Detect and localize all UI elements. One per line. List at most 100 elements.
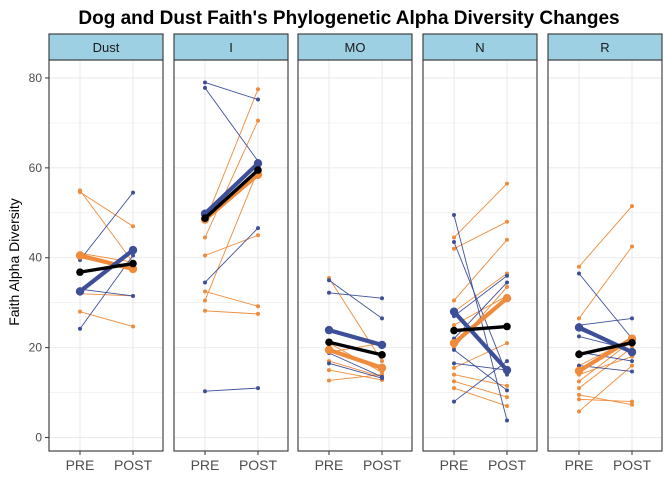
blue-mean-line (202, 161, 261, 216)
x-tick-label: PRE (315, 457, 344, 473)
blue-mean-line (451, 309, 510, 373)
blue-sample-point-pre (203, 280, 207, 285)
chart-title: Dog and Dust Faith's Phylogenetic Alpha … (78, 8, 619, 29)
orange-mean-line (77, 253, 136, 272)
orange-sample-point-post (131, 324, 135, 329)
x-tick-label: PRE (191, 457, 220, 473)
overall-mean-line (452, 324, 509, 333)
orange-sample-line (79, 311, 134, 327)
y-axis-ticks: 0 20 40 60 80 (29, 71, 49, 445)
blue-sample-point-pre (452, 347, 456, 352)
blue-sample-line (328, 352, 383, 378)
orange-sample-line (79, 191, 134, 227)
blue-sample-point-post (380, 296, 384, 301)
blue-sample-line (453, 362, 508, 371)
overall-mean-line (78, 261, 135, 274)
orange-mean-point-pre (75, 251, 85, 260)
facet-panel-n: N PRE POST (422, 33, 538, 473)
blue-sample-point-post (131, 293, 135, 298)
blue-sample-point-post (131, 190, 135, 195)
orange-sample-point-post (630, 402, 634, 407)
y-tick-label: 80 (29, 71, 43, 85)
blue-sample-point-post (256, 226, 260, 231)
blue-sample-point-post (256, 386, 260, 391)
orange-sample-point-pre (327, 368, 331, 373)
blue-sample-point-pre (78, 326, 82, 331)
x-tick-label: PRE (66, 457, 95, 473)
orange-sample-point-post (256, 87, 260, 92)
overall-mean-point-post (254, 166, 262, 174)
blue-mean-point-post (502, 365, 512, 375)
orange-sample-point-post (256, 233, 260, 238)
orange-sample-line (578, 394, 633, 406)
blue-sample-point-pre (452, 213, 456, 218)
orange-sample-point-post (380, 359, 384, 364)
facet-strip-label: Dust (93, 40, 120, 55)
y-tick-label: 0 (35, 431, 42, 445)
facet-strip (173, 33, 289, 61)
orange-sample-point-pre (203, 253, 207, 258)
blue-sample-line (453, 214, 508, 421)
blue-sample-point-pre (327, 290, 331, 295)
orange-sample-point-post (505, 395, 509, 400)
orange-sample-point-post (256, 311, 260, 316)
blue-sample-line (204, 82, 259, 100)
y-tick-label: 40 (29, 251, 43, 265)
orange-sample-point-post (505, 404, 509, 409)
orange-sample-line (79, 293, 134, 297)
orange-sample-line (453, 387, 508, 407)
panel-background (298, 60, 412, 451)
orange-mean-point-pre (449, 338, 459, 348)
blue-sample-line (328, 362, 383, 379)
orange-mean-point-post (128, 264, 138, 274)
blue-sample-line (453, 275, 508, 317)
overall-mean-point-pre (201, 214, 209, 222)
facet-strip (422, 33, 538, 61)
blue-sample-point-post (505, 280, 509, 285)
orange-sample-line (578, 205, 633, 268)
orange-sample-point-post (630, 363, 634, 368)
orange-sample-line (453, 342, 508, 369)
blue-mean-point-post (253, 159, 263, 168)
x-tick-label: POST (239, 457, 278, 473)
orange-mean-point-post (502, 293, 512, 303)
overall-mean-point-pre (325, 338, 333, 347)
blue-sample-point-post (505, 418, 509, 423)
orange-sample-line (204, 120, 259, 238)
orange-sample-point-pre (577, 316, 581, 321)
blue-mean-point-pre (324, 325, 334, 335)
y-tick-label: 60 (29, 161, 43, 175)
orange-sample-line (328, 277, 383, 362)
orange-sample-point-post (505, 383, 509, 388)
overall-mean-point-post (129, 259, 137, 268)
orange-sample-point-post (505, 341, 509, 346)
panel-background (423, 60, 537, 451)
y-tick-label: 20 (29, 341, 43, 355)
blue-sample-line (578, 273, 633, 340)
blue-sample-point-pre (327, 361, 331, 366)
blue-sample-line (578, 317, 633, 326)
blue-sample-line (453, 241, 508, 376)
orange-sample-point-pre (78, 188, 82, 193)
overall-mean-point-pre (76, 268, 84, 276)
orange-sample-point-pre (577, 264, 581, 269)
facet-strip-label: R (600, 40, 609, 55)
orange-sample-point-pre (203, 235, 207, 240)
overall-mean-point-post (503, 322, 511, 331)
blue-sample-line (328, 292, 383, 299)
orange-sample-line (453, 273, 508, 313)
blue-sample-line (204, 87, 259, 162)
orange-sample-point-pre (577, 386, 581, 391)
blue-sample-line (204, 387, 259, 392)
orange-mean-point-pre (324, 345, 334, 355)
orange-mean-line (451, 296, 510, 346)
orange-sample-line (204, 310, 259, 315)
orange-sample-line (578, 347, 633, 389)
x-tick-label: POST (488, 457, 527, 473)
orange-sample-point-post (630, 204, 634, 209)
orange-sample-point-pre (452, 323, 456, 328)
blue-sample-line (204, 227, 259, 283)
orange-sample-point-pre (577, 392, 581, 397)
facet-strip-label: MO (345, 40, 366, 55)
orange-sample-point-pre (577, 397, 581, 402)
